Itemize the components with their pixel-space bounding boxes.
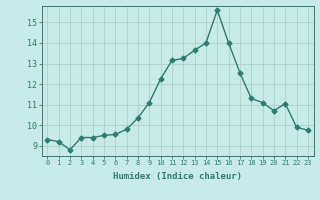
X-axis label: Humidex (Indice chaleur): Humidex (Indice chaleur) — [113, 172, 242, 181]
